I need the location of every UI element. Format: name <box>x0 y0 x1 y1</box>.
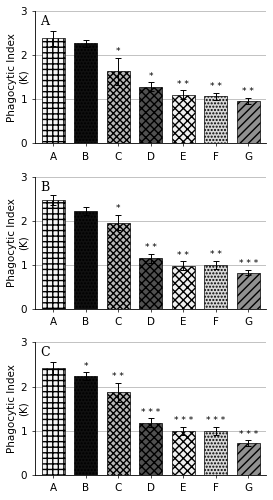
Text: *: * <box>149 72 153 80</box>
Bar <box>42 368 65 474</box>
Bar <box>140 258 162 309</box>
Text: * *: * * <box>242 88 254 96</box>
Bar <box>42 38 65 143</box>
Y-axis label: Phagocytic Index
(K): Phagocytic Index (K) <box>7 198 29 288</box>
Text: A: A <box>40 15 49 28</box>
Bar <box>107 222 130 309</box>
Text: C: C <box>40 346 50 360</box>
Text: *: * <box>116 204 121 213</box>
Text: * * *: * * * <box>239 260 258 268</box>
Bar <box>75 43 97 143</box>
Bar <box>140 422 162 474</box>
Bar <box>204 430 227 474</box>
Text: * *: * * <box>177 80 189 88</box>
Text: * *: * * <box>112 372 124 381</box>
Text: *: * <box>116 48 121 56</box>
Bar <box>237 443 260 474</box>
Bar <box>107 72 130 143</box>
Y-axis label: Phagocytic Index
(K): Phagocytic Index (K) <box>7 364 29 453</box>
Bar <box>204 96 227 143</box>
Bar <box>107 392 130 474</box>
Bar <box>42 200 65 309</box>
Text: * *: * * <box>145 243 157 252</box>
Text: * * *: * * * <box>239 430 258 438</box>
Text: *: * <box>84 362 88 370</box>
Text: * *: * * <box>210 82 222 91</box>
Bar <box>204 265 227 309</box>
Bar <box>172 430 195 474</box>
Text: * *: * * <box>177 250 189 260</box>
Bar <box>237 273 260 309</box>
Bar <box>237 102 260 143</box>
Bar <box>172 266 195 309</box>
Text: B: B <box>40 180 49 194</box>
Bar <box>75 210 97 309</box>
Y-axis label: Phagocytic Index
(K): Phagocytic Index (K) <box>7 32 29 122</box>
Text: * * *: * * * <box>174 416 193 425</box>
Bar <box>75 376 97 474</box>
Text: * *: * * <box>210 250 222 259</box>
Text: * * *: * * * <box>141 408 161 416</box>
Text: * * *: * * * <box>206 416 225 425</box>
Bar <box>172 94 195 143</box>
Bar <box>140 87 162 143</box>
